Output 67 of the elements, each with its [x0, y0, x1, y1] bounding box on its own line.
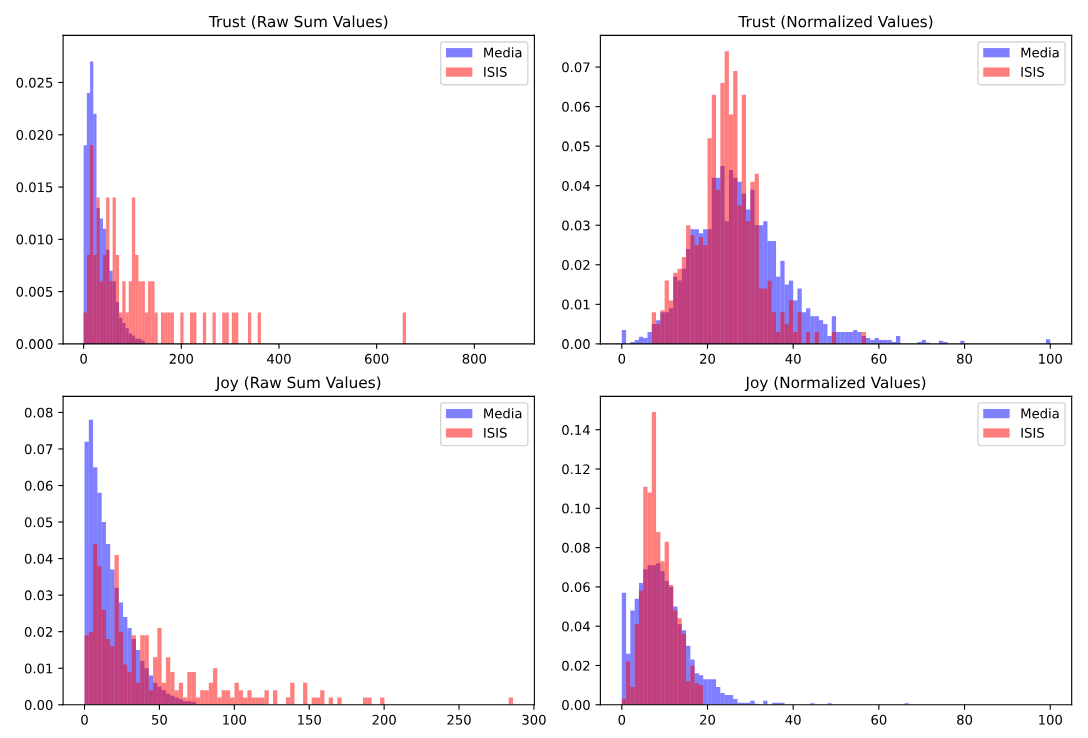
- x-tick-label: 80: [957, 353, 973, 364]
- y-tick-label: 0.00: [24, 700, 53, 710]
- y-tick-label: 0.06: [562, 101, 590, 112]
- x-tick-label: 0: [618, 353, 626, 364]
- y-tick-label: 0.03: [562, 220, 590, 231]
- y-tick-label: 0.025: [16, 77, 53, 88]
- legend-label: Media: [1021, 47, 1059, 58]
- x-tick-label: 50: [152, 714, 167, 725]
- y-tick-label: 0.10: [562, 503, 590, 514]
- y-tick-label: 0.07: [562, 62, 590, 73]
- y-tick-label: 0.01: [562, 299, 590, 310]
- x-tick-label: 250: [447, 714, 471, 725]
- x-tick-label: 100: [1039, 353, 1062, 364]
- chart-title: Trust (Normalized Values): [738, 15, 933, 30]
- y-tick-label: 0.04: [24, 553, 53, 564]
- x-tick-label: 0: [618, 714, 626, 725]
- x-tick-label: 0: [80, 353, 87, 364]
- legend-label: ISIS: [1021, 427, 1044, 438]
- legend-label: ISIS: [484, 427, 507, 438]
- y-tick-label: 0.03: [24, 590, 53, 601]
- y-tick-label: 0.04: [562, 621, 590, 632]
- y-tick-label: 0.08: [562, 542, 590, 553]
- y-tick-label: 0.02: [562, 660, 590, 671]
- y-tick-label: 0.020: [16, 129, 53, 140]
- y-tick-label: 0.010: [16, 234, 53, 245]
- y-tick-label: 0.06: [562, 582, 590, 593]
- x-tick-label: 60: [871, 353, 887, 364]
- legend-label: Media: [484, 47, 522, 58]
- x-tick-label: 60: [871, 714, 887, 725]
- x-tick-label: 80: [957, 714, 973, 725]
- x-tick-label: 300: [522, 714, 546, 725]
- x-tick-label: 100: [223, 714, 247, 725]
- y-tick-label: 0.02: [24, 626, 53, 637]
- x-tick-label: 400: [267, 353, 291, 364]
- x-tick-label: 20: [700, 353, 716, 364]
- chart-title: Trust (Raw Sum Values): [208, 15, 388, 30]
- chart-title: Joy (Normalized Values): [744, 376, 926, 392]
- legend-label: Media: [1021, 408, 1059, 419]
- x-tick-label: 800: [462, 353, 487, 364]
- y-tick-label: 0.01: [24, 663, 53, 674]
- x-tick-label: 40: [785, 714, 801, 725]
- y-tick-label: 0.00: [562, 339, 590, 350]
- y-tick-label: 0.05: [24, 517, 53, 528]
- y-tick-label: 0.00: [562, 700, 590, 710]
- y-tick-label: 0.12: [562, 464, 590, 475]
- y-tick-label: 0.06: [24, 480, 53, 491]
- x-tick-label: 200: [169, 353, 194, 364]
- y-tick-label: 0.02: [562, 260, 590, 270]
- legend-label: Media: [484, 408, 522, 419]
- x-tick-label: 200: [372, 714, 396, 725]
- x-tick-label: 150: [298, 714, 321, 725]
- chart-title: Joy (Raw Sum Values): [215, 376, 381, 392]
- y-tick-label: 0.000: [16, 339, 53, 350]
- x-tick-label: 40: [785, 353, 801, 364]
- y-tick-label: 0.05: [562, 141, 590, 152]
- x-tick-label: 100: [1039, 714, 1062, 725]
- y-tick-label: 0.04: [562, 180, 590, 191]
- x-tick-label: 600: [364, 353, 389, 364]
- x-tick-label: 0: [81, 714, 88, 725]
- y-tick-label: 0.07: [24, 444, 53, 455]
- x-tick-label: 20: [700, 714, 716, 725]
- y-tick-label: 0.015: [16, 182, 53, 193]
- legend-label: ISIS: [484, 66, 507, 77]
- y-tick-label: 0.08: [24, 407, 53, 418]
- y-tick-label: 0.14: [562, 424, 590, 435]
- legend-label: ISIS: [1021, 66, 1044, 77]
- y-tick-label: 0.005: [16, 286, 53, 297]
